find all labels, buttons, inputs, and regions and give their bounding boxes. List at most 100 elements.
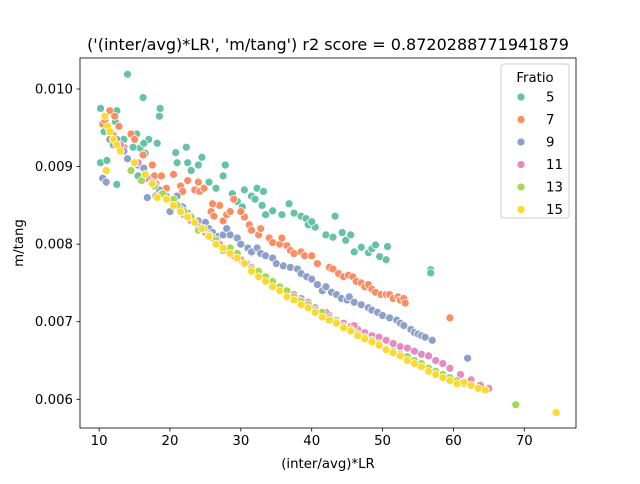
data-point xyxy=(381,345,391,355)
legend-box xyxy=(500,63,570,219)
data-point xyxy=(126,166,136,175)
data-point xyxy=(356,300,366,310)
data-point xyxy=(147,179,157,189)
data-point xyxy=(346,326,356,336)
data-point xyxy=(218,243,228,253)
data-point xyxy=(268,206,278,216)
data-point xyxy=(130,135,139,144)
data-point xyxy=(344,292,354,302)
data-point xyxy=(261,277,270,286)
data-point xyxy=(211,239,221,249)
data-point xyxy=(268,238,278,247)
y-tick-label: 0.010 xyxy=(35,83,73,98)
data-point xyxy=(240,259,249,268)
legend-label: 15 xyxy=(546,203,563,218)
data-point xyxy=(360,334,370,344)
data-point xyxy=(328,232,338,242)
data-point xyxy=(190,218,200,227)
data-point xyxy=(317,312,327,322)
data-point xyxy=(346,230,356,240)
data-point xyxy=(112,180,122,189)
data-point xyxy=(420,332,430,342)
data-point xyxy=(101,166,111,175)
legend-label: 9 xyxy=(546,136,554,151)
data-point xyxy=(337,228,347,237)
data-point xyxy=(225,249,235,258)
x-tick-label: 40 xyxy=(303,434,320,449)
data-point xyxy=(254,272,263,282)
data-point xyxy=(259,187,268,196)
data-point xyxy=(307,251,317,261)
data-point xyxy=(138,150,148,160)
data-point xyxy=(225,207,235,216)
data-point xyxy=(181,142,191,152)
data-point xyxy=(349,247,359,257)
data-point xyxy=(313,280,322,289)
data-point xyxy=(268,282,278,292)
data-point xyxy=(388,348,398,358)
data-point xyxy=(100,111,110,121)
data-point xyxy=(438,359,448,368)
data-point xyxy=(445,363,455,373)
data-point xyxy=(138,93,148,102)
data-point xyxy=(152,138,162,148)
data-point xyxy=(424,367,433,376)
data-point xyxy=(197,224,207,233)
data-point xyxy=(426,268,436,278)
data-point xyxy=(209,211,219,221)
data-point xyxy=(140,170,150,179)
data-point xyxy=(105,127,115,137)
x-tick-label: 20 xyxy=(162,434,179,449)
data-point xyxy=(215,201,224,210)
data-point xyxy=(321,282,331,292)
data-point xyxy=(367,337,377,347)
data-point xyxy=(257,201,267,210)
x-tick-label: 50 xyxy=(374,434,391,449)
data-point xyxy=(277,210,287,220)
data-point xyxy=(313,259,322,268)
data-point xyxy=(395,342,405,351)
x-tick-label: 10 xyxy=(91,434,108,449)
data-point xyxy=(445,313,455,323)
data-point xyxy=(356,242,366,252)
data-point xyxy=(410,359,419,368)
data-point xyxy=(110,111,120,121)
data-point xyxy=(178,187,188,196)
legend-title: Fratio xyxy=(516,71,553,86)
data-point xyxy=(123,154,132,164)
data-point xyxy=(431,370,441,379)
data-point xyxy=(261,210,270,220)
y-tick-label: 0.009 xyxy=(35,160,73,175)
data-point xyxy=(286,263,295,272)
x-tick-label: 70 xyxy=(516,434,533,449)
y-tick-label: 0.006 xyxy=(35,393,73,408)
data-point xyxy=(169,170,178,179)
legend-label: 11 xyxy=(546,158,563,173)
data-point xyxy=(229,194,239,204)
data-point xyxy=(399,321,409,330)
data-point xyxy=(169,201,178,210)
plot-frame xyxy=(79,57,577,429)
data-point xyxy=(463,353,472,363)
data-point xyxy=(114,121,124,131)
data-point xyxy=(171,148,181,157)
legend-label: 5 xyxy=(546,91,554,106)
data-point xyxy=(105,106,115,116)
legend-marker xyxy=(516,92,526,102)
legend-marker xyxy=(516,115,526,124)
y-axis: 0.006 0.007 0.008 0.009 0.010 xyxy=(35,83,80,408)
data-point xyxy=(155,104,165,113)
data-point xyxy=(424,351,433,361)
data-point xyxy=(183,212,193,222)
data-point xyxy=(459,377,469,387)
data-point xyxy=(204,177,214,187)
data-point xyxy=(139,138,149,148)
data-point xyxy=(128,142,138,152)
legend: Fratio 5 7 9 11 13 15 xyxy=(500,63,570,219)
data-point xyxy=(236,239,246,249)
legend-marker xyxy=(516,160,526,169)
data-point xyxy=(256,224,266,233)
data-point xyxy=(325,315,334,325)
